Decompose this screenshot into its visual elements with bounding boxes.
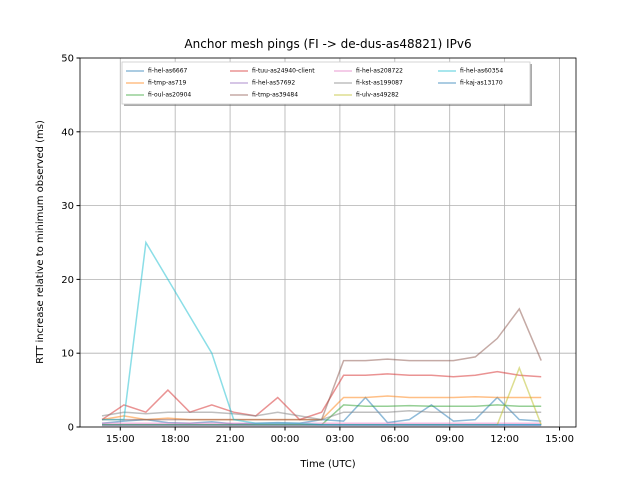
x-tick-label: 15:00 [106,434,135,445]
legend-label: fi-tmp-as39484 [252,92,298,99]
chart-title: Anchor mesh pings (FI -> de-dus-as48821)… [184,37,471,51]
series-line [101,370,542,421]
y-tick-label: 30 [61,201,74,212]
legend-label: fi-hel-as60354 [460,68,503,75]
x-tick-label: 18:00 [161,434,190,445]
x-tick-label: 09:00 [435,434,464,445]
legend-box [121,61,531,105]
x-tick-label: 00:00 [271,434,300,445]
legend-label: fi-kst-as199087 [356,80,403,87]
legend-label: fi-hel-as57692 [252,80,295,87]
x-tick-label: 21:00 [216,434,245,445]
x-tick-label: 15:00 [545,434,574,445]
legend-label: fi-oul-as20904 [148,92,191,99]
x-tick-label: 12:00 [490,434,519,445]
series-line [101,395,542,421]
x-tick-label: 06:00 [380,434,409,445]
x-axis-label: Time (UTC) [299,459,355,470]
legend-label: fi-tmp-as719 [148,80,187,87]
series-line [101,410,542,421]
legend-label: fi-hel-as6667 [148,68,188,75]
y-tick-label: 10 [61,349,74,360]
y-tick-label: 40 [61,127,74,138]
y-tick-label: 0 [68,423,74,434]
legend-label: fi-ulv-as49282 [356,92,399,99]
legend-label: fi-hel-as208722 [356,68,403,75]
series-line [102,404,542,426]
y-tick-label: 50 [61,54,74,65]
plot-frame [79,57,577,428]
legend-label: fi-tuu-as24940-client [252,68,315,75]
y-tick-label: 20 [61,275,74,286]
series-line [102,307,542,421]
legend-label: fi-kaj-as13170 [460,80,503,87]
y-axis-label: RTT increase relative to minimum observe… [35,120,46,364]
legend: fi-hel-as6667 fi-tmp-as719 fi-oul-as20904 f… [121,61,532,106]
series-line [102,240,542,426]
x-tick-label: 03:00 [325,434,354,445]
